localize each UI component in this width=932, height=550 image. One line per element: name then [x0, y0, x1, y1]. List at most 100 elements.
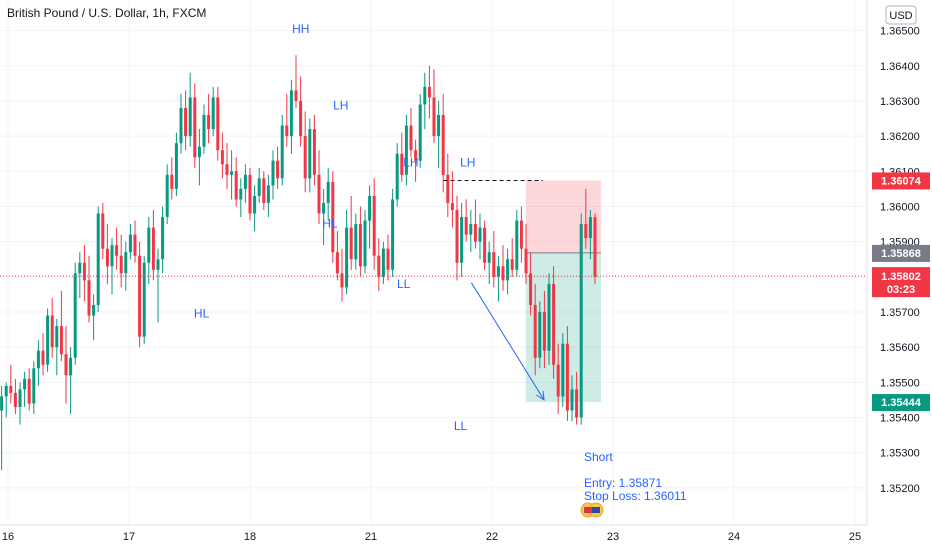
- candle: [381, 241, 385, 284]
- candle: [372, 178, 376, 270]
- time-tick-label: 24: [728, 531, 740, 543]
- candle-body: [469, 224, 473, 235]
- candle: [455, 195, 459, 281]
- candle: [565, 326, 569, 422]
- candle-body: [450, 202, 454, 210]
- candle-body: [478, 227, 482, 242]
- candle: [73, 262, 77, 365]
- candle: [18, 382, 22, 425]
- candle: [27, 368, 31, 411]
- candle: [303, 111, 307, 193]
- candle-body: [303, 136, 307, 179]
- candle: [23, 371, 27, 407]
- entry-price-badge: [872, 244, 930, 262]
- swing-label-ll: LL: [454, 419, 468, 433]
- candle-body: [331, 181, 335, 253]
- candle-body: [225, 164, 229, 175]
- candle-body: [322, 202, 326, 214]
- candle-body: [211, 97, 215, 130]
- candle: [55, 319, 59, 376]
- candle-body: [285, 125, 289, 137]
- candle: [174, 132, 178, 196]
- candle-body: [220, 150, 224, 165]
- candle-body: [184, 107, 188, 137]
- time-tick-label: 21: [365, 531, 377, 543]
- stop-loss-zone[interactable]: [525, 180, 601, 253]
- price-tick-label: 1.35200: [880, 483, 920, 495]
- candle-body: [414, 150, 418, 161]
- candle-body: [460, 217, 464, 263]
- candle-body: [368, 195, 372, 221]
- candle: [50, 297, 54, 358]
- candle-body: [437, 115, 441, 137]
- candle-body: [381, 248, 385, 277]
- candle: [115, 227, 119, 270]
- candle: [207, 93, 211, 144]
- stop-price-badge-label: 1.36074: [881, 175, 922, 187]
- candle-body: [386, 248, 390, 270]
- candle-body: [197, 146, 201, 158]
- candle: [547, 273, 551, 365]
- candle: [248, 167, 252, 221]
- candle-body: [234, 171, 238, 200]
- price-tick-label: 1.36500: [880, 26, 920, 38]
- candle: [151, 209, 155, 281]
- candle: [193, 83, 197, 168]
- candle: [533, 283, 537, 376]
- candle: [427, 65, 431, 119]
- candle-body: [78, 262, 82, 274]
- candle-body: [501, 266, 505, 281]
- candle-body: [142, 262, 146, 337]
- candle-body: [510, 259, 514, 270]
- candle-body: [542, 312, 546, 351]
- candle: [441, 93, 445, 193]
- last-price-badge: [872, 267, 930, 298]
- candle-body: [41, 350, 45, 365]
- candle: [239, 178, 243, 218]
- candle-body: [340, 273, 344, 288]
- candle: [418, 93, 422, 168]
- candle: [492, 231, 496, 288]
- trade-note: Stop Loss: 1.36011: [584, 489, 687, 503]
- time-axis[interactable]: 16 17 18 21 22 23 24 25: [2, 531, 861, 543]
- candle-body: [432, 97, 436, 137]
- candle-body: [326, 181, 330, 203]
- candle: [312, 115, 316, 186]
- candle-body: [23, 378, 27, 390]
- short-label: Short: [584, 450, 613, 464]
- candle: [473, 199, 477, 249]
- candle: [105, 224, 109, 284]
- candle-body: [253, 195, 257, 214]
- candle-body: [496, 266, 500, 277]
- currency-button[interactable]: USD: [885, 5, 917, 25]
- candle: [331, 171, 335, 263]
- candle: [124, 241, 128, 291]
- candle: [542, 290, 546, 369]
- candle-body: [299, 100, 303, 137]
- candle: [271, 150, 275, 200]
- swing-label-lh: LH: [460, 156, 475, 170]
- candle-body: [400, 153, 404, 175]
- flag-stripe-icon: [584, 507, 592, 513]
- candle-body: [317, 174, 321, 214]
- candle: [46, 308, 50, 372]
- candle-body: [308, 129, 312, 179]
- candle-body: [193, 97, 197, 158]
- candle: [69, 347, 73, 415]
- candle-body: [18, 389, 22, 407]
- candle-body: [391, 199, 395, 270]
- projection-arrow: [471, 282, 545, 401]
- candle: [423, 72, 427, 130]
- candle-body: [423, 86, 427, 105]
- candle-body: [358, 224, 362, 267]
- price-tick-label: 1.35700: [880, 307, 920, 319]
- candle: [165, 164, 169, 225]
- candle: [404, 115, 408, 186]
- event-flag-icons[interactable]: [580, 502, 604, 518]
- candle-body: [538, 312, 542, 358]
- candle: [450, 171, 454, 228]
- candle: [161, 206, 165, 274]
- candle-body: [561, 343, 565, 397]
